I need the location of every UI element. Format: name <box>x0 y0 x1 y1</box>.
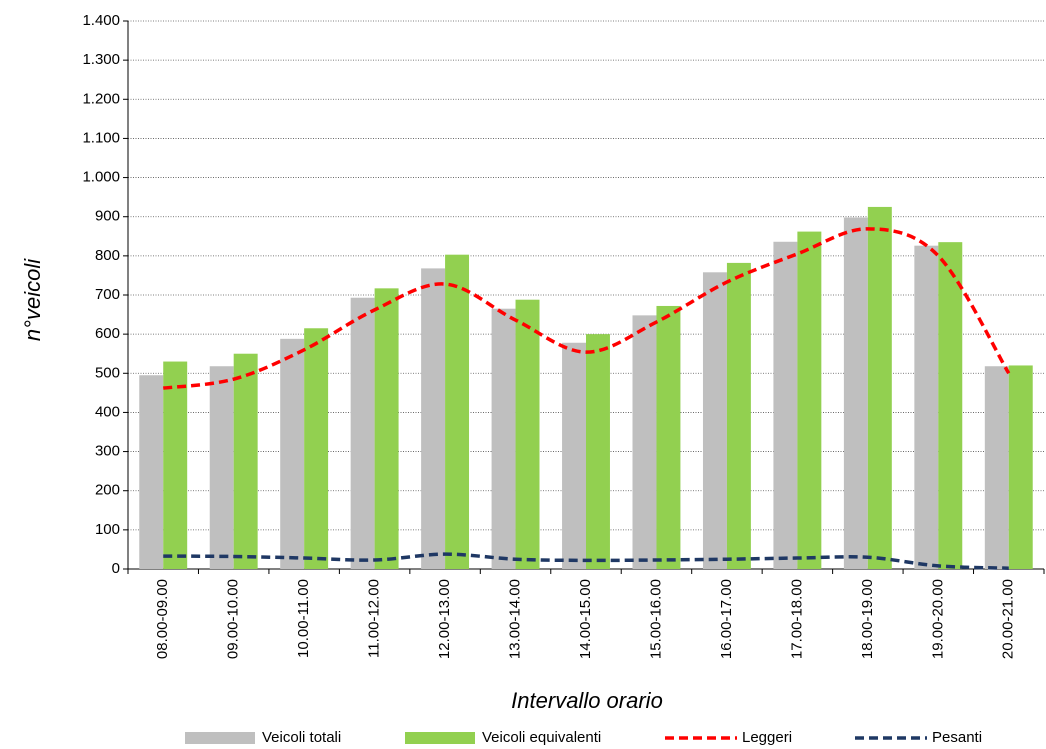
y-tick-label: 0 <box>112 560 120 577</box>
bar <box>843 217 868 570</box>
y-tick-label: 200 <box>95 482 120 499</box>
bar <box>984 366 1009 569</box>
legend-label: Veicoli equivalenti <box>482 729 601 746</box>
y-tick-label: 600 <box>95 325 120 342</box>
y-tick-label: 500 <box>95 364 120 381</box>
x-tick-label: 17.00-18.00 <box>788 579 805 659</box>
y-tick-label: 1.000 <box>82 169 120 186</box>
bar <box>797 231 822 570</box>
x-tick-label: 09.00-10.00 <box>225 579 242 659</box>
x-tick-label: 08.00-09.00 <box>154 579 171 659</box>
x-tick-label: 15.00-16.00 <box>647 579 664 659</box>
y-tick-label: 300 <box>95 443 120 460</box>
bar <box>702 272 727 569</box>
bar <box>586 334 610 569</box>
x-tick-label: 10.00-11.00 <box>295 579 312 658</box>
bar <box>233 353 258 569</box>
legend-label: Leggeri <box>742 729 792 746</box>
legend-swatch <box>185 732 255 744</box>
bar <box>304 328 329 569</box>
y-tick-label: 1.100 <box>82 129 120 146</box>
bar <box>280 338 305 569</box>
bar <box>867 206 892 569</box>
bar <box>773 241 798 569</box>
bar <box>562 342 586 569</box>
bar <box>726 262 751 569</box>
bar <box>445 254 470 569</box>
bar <box>163 361 188 569</box>
bar <box>421 268 446 569</box>
y-tick-label: 700 <box>95 286 120 303</box>
line <box>163 552 1009 570</box>
legend-label: Veicoli totali <box>262 729 341 746</box>
bar <box>632 315 657 569</box>
line <box>163 227 1011 390</box>
y-tick-label: 1.300 <box>82 51 120 68</box>
x-tick-label: 14.00-15.00 <box>577 579 594 659</box>
y-tick-label: 1.400 <box>82 12 120 29</box>
x-tick-label: 20.00-21.00 <box>1000 579 1017 659</box>
y-tick-label: 1.200 <box>82 90 120 107</box>
legend-label: Pesanti <box>932 729 982 746</box>
bar <box>1008 365 1033 569</box>
x-tick-label: 16.00-17.00 <box>718 579 735 659</box>
x-tick-label: 13.00-14.00 <box>507 579 524 659</box>
bar <box>938 242 963 569</box>
y-tick-label: 400 <box>95 403 120 420</box>
bar <box>374 288 399 569</box>
bar <box>914 245 939 569</box>
y-tick-label: 800 <box>95 247 120 264</box>
x-axis-title: Intervallo orario <box>511 688 663 713</box>
x-tick-label: 18.00-19.00 <box>859 579 876 659</box>
bar <box>515 299 540 569</box>
legend-swatch <box>405 732 475 744</box>
bar <box>139 375 164 569</box>
y-axis-title: n°veicoli <box>20 258 45 341</box>
bar <box>656 305 681 569</box>
y-tick-label: 100 <box>95 521 120 538</box>
bar <box>209 366 234 569</box>
x-tick-label: 12.00-13.00 <box>436 579 453 659</box>
x-tick-label: 11.00-12.00 <box>366 579 383 658</box>
bar <box>491 308 516 569</box>
bar <box>350 297 375 569</box>
y-tick-label: 900 <box>95 208 120 225</box>
x-tick-label: 19.00-20.00 <box>929 579 946 659</box>
